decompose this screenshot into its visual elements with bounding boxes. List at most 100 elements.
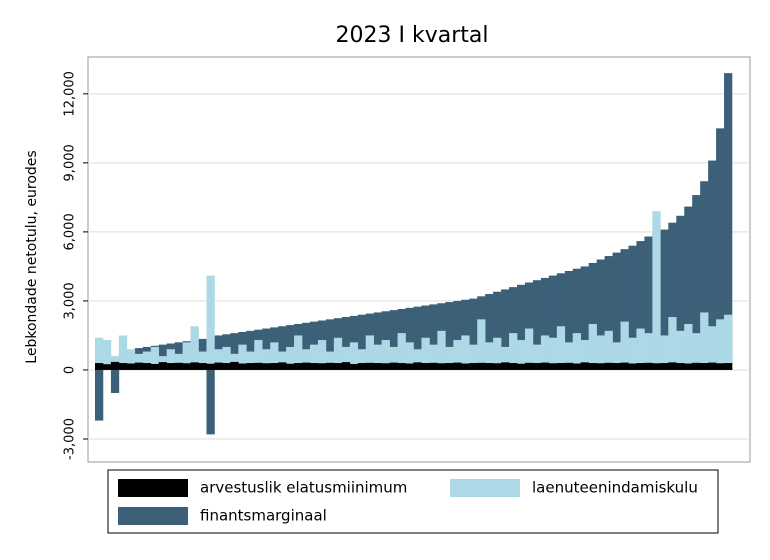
bar bbox=[262, 363, 271, 370]
bar bbox=[373, 363, 382, 370]
bar bbox=[572, 363, 582, 370]
bar bbox=[524, 362, 534, 370]
bar bbox=[309, 344, 319, 370]
bar bbox=[628, 337, 637, 370]
bar bbox=[429, 304, 438, 370]
bar bbox=[95, 369, 104, 421]
legend-label: laenuteenindamiskulu bbox=[532, 479, 698, 497]
bar bbox=[126, 363, 136, 370]
bar bbox=[365, 335, 374, 370]
bar bbox=[708, 362, 717, 370]
bar bbox=[317, 363, 327, 370]
bar bbox=[644, 236, 653, 370]
bar bbox=[485, 294, 494, 370]
bar bbox=[485, 342, 494, 370]
bar bbox=[660, 335, 669, 370]
bar bbox=[421, 363, 430, 370]
bar bbox=[509, 287, 518, 370]
bar bbox=[294, 335, 303, 370]
bar bbox=[325, 319, 335, 370]
bar bbox=[461, 299, 470, 370]
bar bbox=[95, 363, 104, 370]
bar bbox=[668, 317, 677, 370]
bar bbox=[206, 369, 215, 435]
y-tick-label: 3,000 bbox=[63, 282, 78, 319]
bar bbox=[501, 346, 510, 370]
bar bbox=[453, 300, 462, 370]
bar bbox=[620, 362, 629, 370]
bar bbox=[612, 342, 621, 370]
chart-title: 2023 I kvartal bbox=[336, 23, 489, 48]
bar bbox=[620, 321, 629, 370]
bar bbox=[102, 340, 112, 370]
bar bbox=[564, 362, 574, 370]
bar bbox=[548, 337, 558, 370]
bar bbox=[238, 363, 247, 370]
legend-swatch bbox=[118, 507, 188, 525]
bar bbox=[381, 363, 390, 370]
bar bbox=[564, 342, 574, 370]
bar bbox=[405, 363, 414, 370]
bar bbox=[429, 344, 438, 370]
bar bbox=[469, 298, 478, 370]
bar bbox=[190, 326, 199, 370]
y-tick-label: 12,000 bbox=[63, 71, 78, 117]
bar bbox=[381, 340, 390, 370]
bar bbox=[572, 333, 582, 370]
bar bbox=[238, 344, 247, 370]
bar bbox=[572, 268, 582, 370]
bar bbox=[668, 222, 677, 370]
bar bbox=[540, 335, 550, 370]
bar bbox=[437, 330, 446, 370]
bar bbox=[373, 312, 382, 370]
bar bbox=[341, 317, 351, 370]
bar bbox=[509, 333, 518, 370]
legend-label: arvestuslik elatusmiinimum bbox=[200, 479, 407, 497]
bar bbox=[166, 349, 175, 370]
bar bbox=[389, 346, 398, 370]
bar bbox=[110, 369, 120, 393]
bar bbox=[724, 314, 733, 370]
bar bbox=[142, 363, 152, 370]
bar bbox=[692, 195, 701, 370]
bar bbox=[453, 340, 462, 370]
bar bbox=[230, 333, 239, 370]
bar bbox=[524, 328, 534, 370]
legend-swatch bbox=[450, 479, 520, 497]
bar bbox=[604, 362, 613, 370]
bar bbox=[302, 362, 311, 370]
bar bbox=[246, 363, 255, 370]
bar bbox=[317, 340, 327, 370]
bar bbox=[246, 351, 255, 370]
bar bbox=[628, 245, 637, 370]
bar bbox=[684, 363, 693, 370]
bar bbox=[493, 337, 502, 370]
bar bbox=[198, 351, 207, 370]
bar bbox=[309, 363, 319, 370]
bar bbox=[349, 363, 359, 370]
bar bbox=[524, 282, 534, 370]
bar bbox=[580, 340, 589, 370]
bar bbox=[548, 275, 558, 370]
bar bbox=[485, 363, 494, 370]
bar bbox=[676, 215, 685, 370]
bar bbox=[357, 363, 367, 370]
bar bbox=[660, 229, 669, 370]
bar bbox=[509, 363, 518, 370]
y-tick-label: 0 bbox=[63, 366, 78, 374]
bar bbox=[644, 333, 653, 370]
bar bbox=[286, 346, 295, 370]
bar bbox=[652, 211, 661, 370]
bar bbox=[501, 362, 510, 370]
y-tick-label: 6,000 bbox=[63, 213, 78, 250]
bar bbox=[469, 363, 478, 370]
bar bbox=[278, 351, 287, 370]
bar bbox=[517, 284, 526, 370]
bar bbox=[700, 181, 709, 370]
bar bbox=[453, 362, 462, 370]
bar bbox=[246, 330, 255, 370]
bar bbox=[325, 351, 335, 370]
bar bbox=[517, 340, 526, 370]
bar bbox=[166, 363, 175, 370]
bar bbox=[325, 362, 335, 370]
